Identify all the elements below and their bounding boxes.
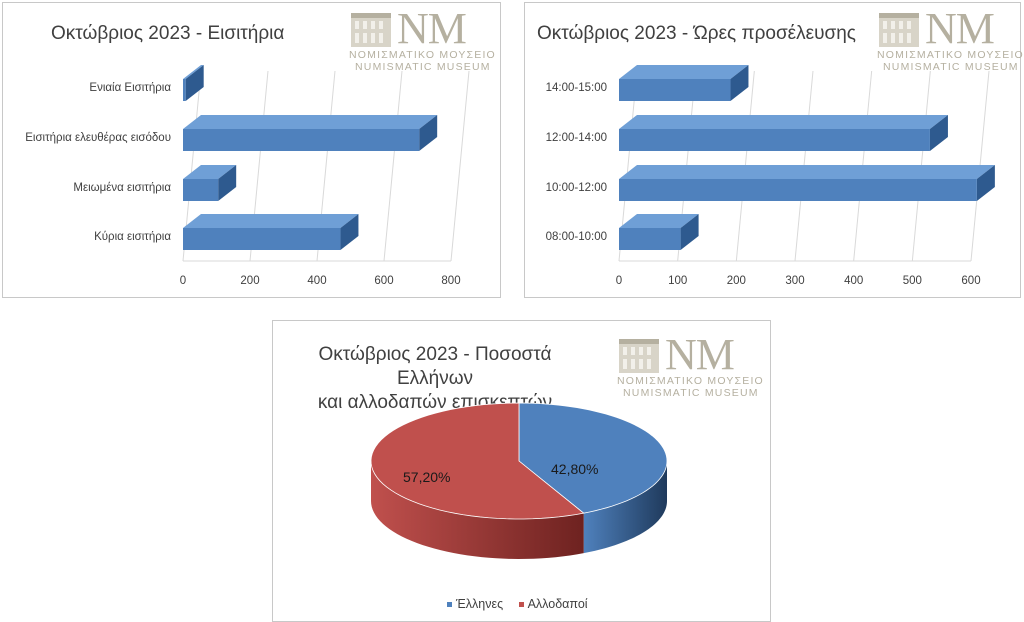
logo-line-english: NUMISMATIC MUSEUM	[623, 387, 759, 399]
gridline	[383, 70, 403, 262]
bar	[183, 129, 420, 151]
tickets-chart-plot	[182, 65, 470, 262]
bar-top	[619, 214, 699, 228]
bar-side	[419, 115, 438, 151]
category-label: 12:00-14:00	[545, 132, 607, 144]
x-tick-label: 300	[785, 275, 805, 287]
legend-item-foreigners: Αλλοδαποί	[518, 597, 588, 611]
logo-mark: NM	[925, 4, 995, 53]
bar	[619, 129, 930, 151]
bar-top	[183, 214, 359, 228]
legend-marker-foreigners	[518, 602, 524, 608]
visitors-pie-panel: Οκτώβριος 2023 - Ποσοστά Ελλήνων και αλλ…	[272, 320, 771, 622]
x-tick-label: 400	[844, 275, 864, 287]
category-label: 10:00-12:00	[545, 182, 607, 194]
bar-top	[619, 65, 749, 79]
bar	[619, 179, 977, 201]
pie-legend: Έλληνες Αλλοδαποί	[447, 597, 588, 611]
legend-item-greeks: Έλληνες	[447, 597, 503, 611]
logo-line-greek: ΝΟΜΙΣΜΑΤΙΚΟ ΜΟΥΣΕΙΟ	[877, 49, 1024, 61]
bar-side	[185, 65, 204, 101]
x-tick-label: 100	[668, 275, 688, 287]
bar	[183, 179, 219, 201]
x-tick-label: 800	[441, 275, 461, 287]
category-label: 14:00-15:00	[545, 82, 607, 94]
x-tick-label: 400	[307, 275, 327, 287]
pie-label-greeks: 42,80%	[551, 461, 599, 477]
category-label: Μειωμένα εισιτήρια	[73, 182, 171, 194]
category-label: Κύρια εισιτήρια	[94, 231, 171, 243]
museum-building-icon	[351, 13, 391, 47]
pie-title-line-1: Οκτώβριος 2023 - Ποσοστά Ελλήνων	[318, 344, 552, 389]
logo-line-english: NUMISMATIC MUSEUM	[883, 61, 1019, 73]
gridline	[450, 70, 470, 262]
x-tick-label: 500	[902, 275, 922, 287]
pie-label-foreigners: 57,20%	[403, 469, 451, 485]
logo-mark: NM	[665, 330, 735, 379]
hours-chart-title: Οκτώβριος 2023 - Ώρες προσέλευσης	[537, 23, 856, 44]
bar	[183, 228, 341, 250]
category-label: Εισιτήρια ελευθέρας εισόδου	[25, 132, 171, 144]
bar-top	[183, 115, 438, 129]
bar-side	[929, 115, 948, 151]
pie-chart-plot	[370, 402, 668, 559]
bar	[619, 228, 681, 250]
museum-building-icon	[879, 13, 919, 47]
category-label: 08:00-10:00	[545, 231, 607, 243]
logo-line-greek: ΝΟΜΙΣΜΑΤΙΚΟ ΜΟΥΣΕΙΟ	[349, 49, 496, 61]
legend-label-foreigners: Αλλοδαποί	[527, 597, 588, 611]
bar-side	[976, 165, 995, 201]
x-tick-label: 0	[615, 275, 623, 287]
x-tick-label: 600	[961, 275, 981, 287]
logo-line-english: NUMISMATIC MUSEUM	[355, 61, 491, 73]
pie-slice-wall	[371, 461, 584, 559]
x-tick-label: 200	[726, 275, 746, 287]
bar-top	[183, 165, 237, 179]
bar-side	[340, 214, 359, 250]
bar-top	[619, 165, 995, 179]
pie-slice-foreigners	[370, 402, 585, 520]
hours-chart-plot	[618, 65, 995, 262]
bar-side	[730, 65, 749, 101]
bar-top	[183, 65, 204, 79]
bar-top	[619, 115, 948, 129]
bar	[183, 79, 186, 101]
x-tick-label: 200	[240, 275, 260, 287]
x-tick-label: 600	[374, 275, 394, 287]
bar-side	[218, 165, 237, 201]
logo-mark: NM	[397, 4, 467, 53]
legend-label-greeks: Έλληνες	[456, 597, 504, 611]
bar-side	[680, 214, 699, 250]
x-tick-label: 0	[179, 275, 187, 287]
legend-marker-greeks	[447, 602, 452, 608]
pie-slice-wall	[583, 461, 667, 554]
tickets-chart-panel: Οκτώβριος 2023 - Εισιτήρια NM ΝΟΜΙΣΜΑΤΙΚ…	[2, 2, 501, 298]
category-label: Ενιαία Εισιτήρια	[89, 82, 171, 94]
museum-building-icon	[619, 339, 659, 373]
bar	[619, 79, 731, 101]
pie-slice-greeks	[518, 402, 668, 514]
logo-line-greek: ΝΟΜΙΣΜΑΤΙΚΟ ΜΟΥΣΕΙΟ	[617, 375, 764, 387]
hours-chart-panel: Οκτώβριος 2023 - Ώρες προσέλευσης NM ΝΟΜ…	[524, 2, 1024, 298]
tickets-chart-title: Οκτώβριος 2023 - Εισιτήρια	[51, 23, 285, 44]
